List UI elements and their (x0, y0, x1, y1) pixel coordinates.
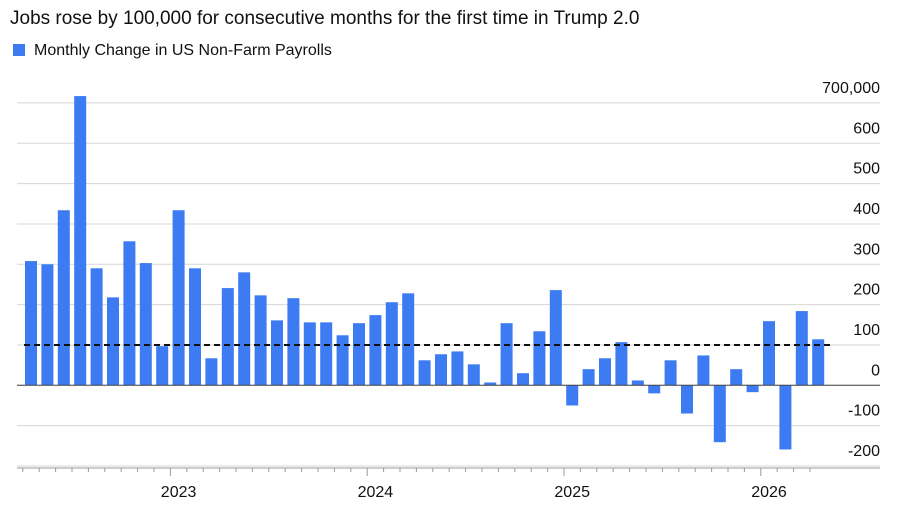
bar (812, 339, 825, 386)
x-tick-label: 2024 (358, 484, 394, 501)
bar (615, 342, 628, 386)
bar (549, 290, 562, 386)
bar (746, 385, 759, 393)
bar (631, 380, 644, 386)
bar (648, 385, 661, 394)
bar (795, 311, 808, 386)
bar (763, 321, 775, 386)
bar (205, 358, 218, 386)
bar (402, 293, 415, 386)
x-tick-label: 2023 (161, 484, 197, 501)
bar (566, 385, 579, 406)
bar (189, 268, 201, 386)
bar (156, 346, 169, 386)
bar (500, 323, 513, 386)
bar (107, 297, 119, 386)
bar (517, 373, 529, 386)
bar (599, 358, 611, 386)
bar (41, 264, 54, 386)
y-tick-label: -100 (848, 403, 880, 420)
bar (484, 382, 497, 386)
bar (172, 210, 185, 386)
y-tick-label: 400 (853, 201, 880, 218)
bar (664, 360, 677, 386)
bar (533, 331, 546, 386)
bar (418, 360, 431, 386)
bar (139, 263, 152, 386)
bar (451, 351, 464, 386)
y-tick-label: -200 (848, 443, 880, 460)
y-tick-label: 700,000 (822, 80, 880, 97)
bar (697, 355, 710, 386)
bar (353, 323, 365, 386)
bar (123, 241, 136, 386)
bar (681, 385, 693, 414)
bar (435, 354, 447, 386)
y-tick-label: 0 (871, 362, 880, 379)
legend-swatch (13, 44, 25, 56)
bar (385, 302, 398, 386)
bar (221, 288, 234, 386)
bar (238, 272, 251, 386)
bar (467, 364, 480, 386)
legend-label: Monthly Change in US Non-Farm Payrolls (34, 42, 332, 59)
y-tick-label: 500 (853, 161, 880, 178)
bar (303, 322, 316, 386)
y-tick-label: 600 (853, 120, 880, 137)
x-tick-label: 2026 (751, 484, 787, 501)
bar (74, 96, 87, 386)
bar (582, 369, 595, 386)
bar (254, 295, 267, 386)
bar (336, 335, 349, 386)
bar (713, 385, 726, 443)
bar (730, 369, 743, 386)
y-tick-label: 100 (853, 322, 880, 339)
bar (90, 268, 103, 386)
bar (369, 315, 382, 386)
bar (57, 210, 70, 386)
y-tick-label: 300 (853, 241, 880, 258)
bar (25, 261, 37, 386)
y-tick-label: 200 (853, 282, 880, 299)
bar (287, 298, 300, 386)
bar (779, 385, 792, 450)
x-tick-label: 2025 (554, 484, 590, 501)
bar (271, 320, 283, 386)
bar (320, 322, 333, 386)
chart-title: Jobs rose by 100,000 for consecutive mon… (10, 8, 639, 29)
